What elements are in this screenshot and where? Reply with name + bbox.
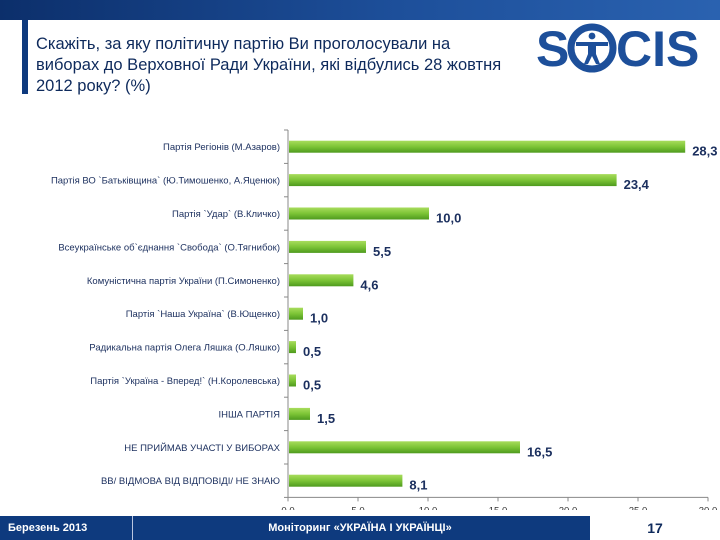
x-tick-label: 10,0 (419, 505, 438, 510)
bar (289, 240, 366, 253)
bar (289, 140, 686, 153)
logo-letters-s: S (536, 21, 569, 76)
bar (289, 341, 296, 354)
bar (289, 441, 520, 454)
bar (289, 307, 303, 320)
x-tick-label: 25,0 (629, 505, 648, 510)
category-label: Партія Регіонів (М.Азаров) (163, 142, 280, 153)
data-label: 0,5 (303, 378, 321, 393)
top-banner (0, 0, 720, 20)
data-label: 10,0 (436, 211, 461, 226)
category-label: ВВ/ ВІДМОВА ВІД ВІДПОВІДІ/ НЕ ЗНАЮ (101, 476, 280, 487)
logo-letters-cis: CIS (616, 21, 699, 76)
data-label: 23,4 (624, 177, 650, 192)
x-tick-label: 30,0 (699, 505, 718, 510)
footer-title: Моніторинг «УКРАЇНА І УКРАЇНЦІ» (268, 522, 452, 534)
data-label: 1,0 (310, 311, 328, 326)
category-label: Партія `Наша Україна` (В.Ющенко) (126, 309, 280, 320)
bar (289, 207, 429, 220)
data-label: 5,5 (373, 244, 391, 259)
bar (289, 407, 310, 420)
x-tick-label: 0,0 (281, 505, 294, 510)
footer-divider (132, 516, 133, 540)
x-tick-label: 20,0 (559, 505, 578, 510)
data-label: 4,6 (360, 277, 378, 292)
bar (289, 274, 354, 287)
category-label: Радикальна партія Олега Ляшка (О.Ляшко) (89, 343, 280, 354)
footer-date: Березень 2013 (8, 522, 88, 534)
title-accent-bar (22, 20, 28, 94)
category-label: Комуністична партія України (П.Симоненко… (87, 276, 280, 287)
footer-bar: Березень 2013 Моніторинг «УКРАЇНА І УКРА… (0, 516, 720, 540)
category-label: Партія ВО `Батьківщина` (Ю.Тимошенко, А.… (51, 176, 280, 187)
x-tick-label: 15,0 (489, 505, 508, 510)
category-label: ІНША ПАРТІЯ (218, 409, 280, 420)
bar (289, 374, 296, 387)
category-label: Партія `Удар` (В.Кличко) (172, 209, 280, 220)
data-label: 1,5 (317, 411, 335, 426)
data-label: 8,1 (409, 478, 427, 493)
data-label: 0,5 (303, 344, 321, 359)
x-tick-label: 5,0 (351, 505, 364, 510)
data-label: 28,3 (692, 144, 717, 159)
category-label: Всеукраїнське об`єднання `Свобода` (О.Тя… (58, 242, 280, 253)
vitruvian-man-icon (567, 23, 617, 73)
category-label: Партія `Україна - Вперед!` (Н.Королевськ… (90, 376, 280, 387)
socis-logo: S CIS (536, 21, 699, 76)
bar (289, 174, 617, 187)
bar (289, 474, 403, 487)
bar-chart: 0,0 5,0 10,0 15,0 20,0 25,0 30,0 Партія Регіоні… (51, 129, 718, 510)
data-label: 16,5 (527, 444, 552, 459)
category-label: НЕ ПРИЙМАВ УЧАСТІ У ВИБОРАХ (124, 442, 280, 454)
page-title: Скажіть, за яку політичну партію Ви прог… (36, 35, 502, 95)
page-number: 17 (590, 516, 720, 540)
